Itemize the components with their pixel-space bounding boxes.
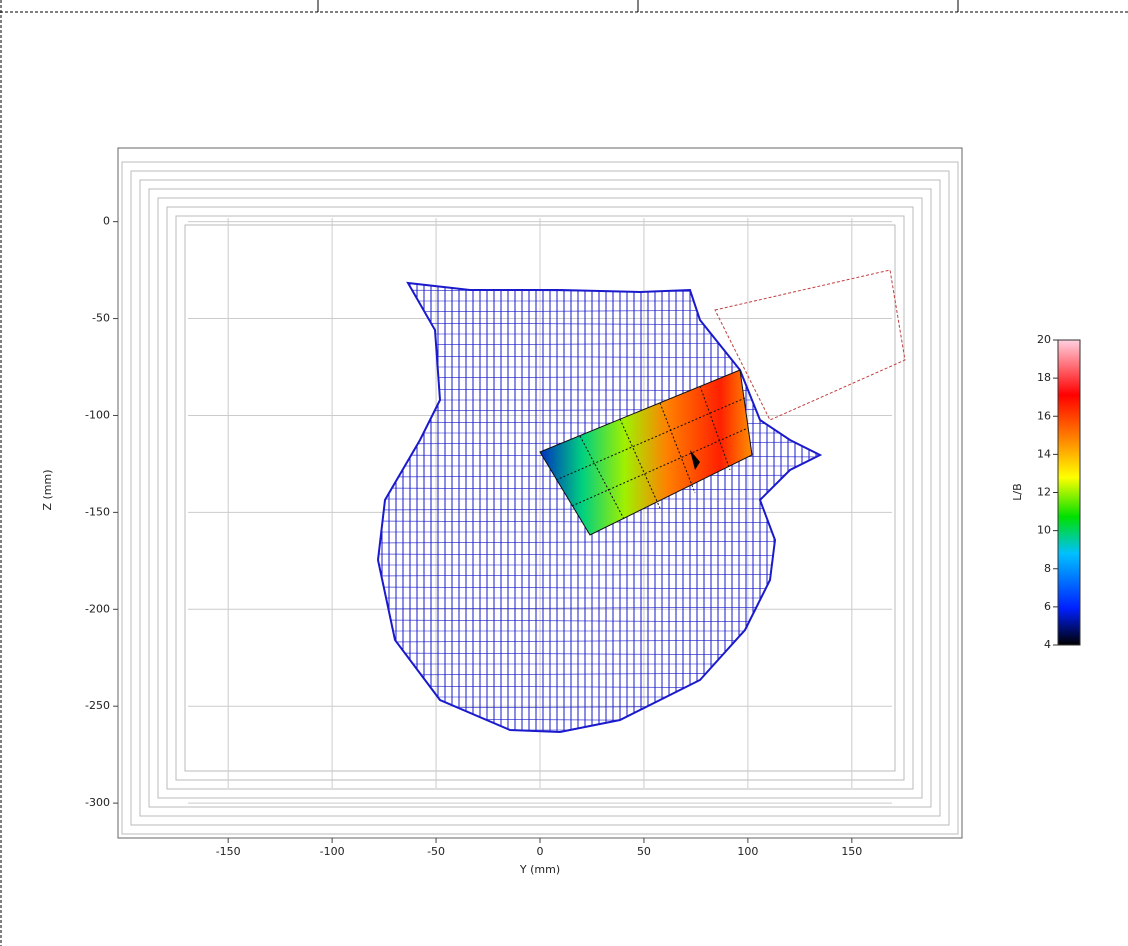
- wire: [378, 586, 820, 590]
- plot-box: [117, 147, 963, 839]
- x-tick-label: 100: [737, 845, 758, 858]
- x-tick-label: -100: [320, 845, 345, 858]
- frame-rect: [139, 179, 941, 817]
- colorbar-tick-label: 6: [1044, 600, 1051, 613]
- grid: [188, 218, 892, 804]
- wire: [378, 606, 820, 610]
- y-axis-label: Z (mm): [41, 469, 54, 510]
- x-tick-label: 150: [841, 845, 862, 858]
- x-tick-label: 0: [537, 845, 544, 858]
- wire: [378, 619, 820, 623]
- wire: [378, 355, 820, 359]
- x-axis-label: Y (mm): [519, 863, 560, 876]
- wire: [378, 672, 820, 676]
- colorbar-tick-label: 8: [1044, 562, 1051, 575]
- x-tick-label: -50: [427, 845, 445, 858]
- frame-rect: [157, 197, 923, 799]
- colorbar: [1057, 339, 1081, 646]
- wire: [378, 540, 820, 544]
- wire: [378, 639, 820, 643]
- colorbar-label: L/B: [1011, 483, 1024, 500]
- frame-rect: [148, 188, 932, 808]
- colorbar-tick-label: 18: [1037, 371, 1051, 384]
- colorbar-tick-label: 4: [1044, 638, 1051, 651]
- wire: [378, 408, 820, 412]
- y-tick-label: -200: [85, 602, 110, 615]
- y-tick-label: -250: [85, 699, 110, 712]
- x-tick-label: 50: [637, 845, 651, 858]
- colorbar-tick-label: 14: [1037, 447, 1051, 460]
- probe-marker: [690, 450, 700, 470]
- y-tick-label: 0: [103, 215, 110, 228]
- wire: [378, 553, 820, 557]
- frame-rect: [166, 206, 914, 790]
- y-tick-label: -50: [92, 312, 110, 325]
- probe-outline: [714, 269, 906, 421]
- colorbar-tick-label: 10: [1037, 524, 1051, 537]
- wire: [378, 685, 820, 689]
- wire: [378, 322, 820, 326]
- patch-grid: [555, 385, 749, 522]
- y-tick-label: -150: [85, 505, 110, 518]
- wire: [378, 718, 820, 722]
- y-tick-label: -100: [85, 408, 110, 421]
- frame-rect: [130, 170, 950, 826]
- wire: [378, 342, 820, 346]
- wire: [378, 573, 820, 577]
- colorbar-tick-label: 12: [1037, 486, 1051, 499]
- x-tick-label: -150: [216, 845, 241, 858]
- colorbar-tick-label: 20: [1037, 333, 1051, 346]
- colorbar-tick-label: 16: [1037, 409, 1051, 422]
- wire: [378, 652, 820, 656]
- wire: [378, 309, 820, 313]
- wire: [378, 421, 820, 425]
- frame-rect: [121, 161, 959, 835]
- wireframe: [378, 283, 820, 732]
- y-tick-label: -300: [85, 796, 110, 809]
- measured-patch: [539, 369, 753, 536]
